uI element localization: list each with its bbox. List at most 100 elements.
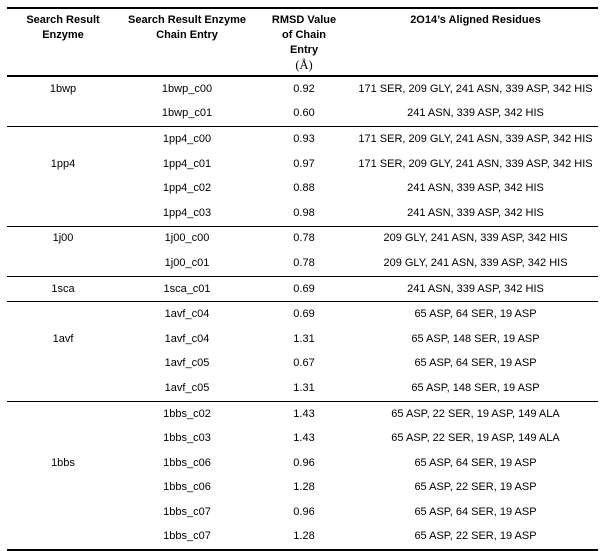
enzyme-cell: 1sca (51, 282, 75, 295)
residues-cell: 171 SER, 209 GLY, 241 ASN, 339 ASP, 342 … (358, 82, 593, 95)
chain-entry-cell: 1j00_c00 (164, 232, 210, 245)
rmsd-cell: 0.96 (293, 456, 315, 469)
residues-cell: 65 ASP, 64 SER, 19 ASP (414, 308, 537, 321)
enzyme-cell (7, 102, 119, 127)
chain-entry-cell: 1bbs_c06 (163, 481, 211, 494)
residues-cell: 209 GLY, 241 ASN, 339 ASP, 342 HIS (383, 256, 568, 269)
residues-cell: 241 ASN, 339 ASP, 342 HIS (407, 107, 544, 120)
table-row: 1pp4 1pp4_c01 0.97 171 SER, 209 GLY, 241 AS… (7, 152, 598, 177)
table-row: 1avf_c05 1.31 65 ASP, 148 SER, 19 ASP (7, 376, 598, 401)
table-row: 1bbs_c07 1.28 65 ASP, 22 SER, 19 ASP (7, 525, 598, 551)
col-header-aligned-residues: 2O14’s Aligned Residues (353, 8, 598, 76)
rmsd-cell: 0.78 (293, 232, 315, 245)
header-line: Enzyme (42, 29, 84, 41)
rmsd-cell: 1.31 (293, 332, 315, 345)
table-row: 1pp4_c00 0.93 171 SER, 209 GLY, 241 ASN, 3… (7, 127, 598, 152)
residues-cell: 65 ASP, 148 SER, 19 ASP (411, 381, 540, 394)
table-row: 1pp4_c03 0.98 241 ASN, 339 ASP, 342 HIS (7, 201, 598, 226)
residues-cell: 65 ASP, 64 SER, 19 ASP (414, 456, 537, 469)
rmsd-cell: 0.92 (293, 82, 315, 95)
rmsd-cell: 0.78 (293, 256, 315, 269)
rmsd-cell: 0.88 (293, 182, 315, 195)
table-header: Search Result Enzyme Search Result Enzym… (7, 8, 598, 76)
chain-entry-cell: 1pp4_c03 (162, 206, 212, 219)
enzyme-group-1sca: 1sca 1sca_c01 0.69 241 ASN, 339 ASP, 342 HI… (7, 276, 598, 302)
residues-cell: 65 ASP, 22 SER, 19 ASP, 149 ALA (391, 432, 560, 445)
table-row: 1bbs 1bbs_c06 0.96 65 ASP, 64 SER, 19 ASP (7, 451, 598, 476)
results-table-container: Search Result Enzyme Search Result Enzym… (7, 7, 598, 551)
table-row: 1bbs_c03 1.43 65 ASP, 22 SER, 19 ASP, 149 … (7, 426, 598, 451)
enzyme-cell: 1j00 (52, 232, 74, 245)
chain-entry-cell: 1bbs_c06 (163, 456, 211, 469)
residues-cell: 65 ASP, 64 SER, 19 ASP (414, 357, 537, 370)
results-table: Search Result Enzyme Search Result Enzym… (7, 7, 598, 551)
residues-cell: 209 GLY, 241 ASN, 339 ASP, 342 HIS (383, 232, 568, 245)
rmsd-cell: 0.69 (293, 308, 315, 321)
table-row: 1bbs_c07 0.96 65 ASP, 64 SER, 19 ASP (7, 500, 598, 525)
chain-entry-cell: 1avf_c04 (164, 308, 210, 321)
chain-entry-cell: 1avf_c05 (164, 357, 210, 370)
enzyme-group-1bwp: 1bwp 1bwp_c00 0.92 171 SER, 209 GLY, 241 AS… (7, 76, 598, 127)
table-row: 1j00_c01 0.78 209 GLY, 241 ASN, 339 ASP, 3… (7, 251, 598, 276)
residues-cell: 65 ASP, 148 SER, 19 ASP (411, 332, 540, 345)
table-row: 1bwp 1bwp_c00 0.92 171 SER, 209 GLY, 241 AS… (7, 76, 598, 102)
header-line: Entry (289, 44, 319, 56)
chain-entry-cell: 1j00_c01 (164, 256, 210, 269)
rmsd-cell: 1.28 (293, 530, 315, 543)
residues-cell: 241 ASN, 339 ASP, 342 HIS (407, 182, 544, 195)
rmsd-cell: 0.98 (293, 206, 315, 219)
enzyme-cell: 1pp4 (50, 157, 76, 170)
enzyme-cell (7, 525, 119, 551)
residues-cell: 241 ASN, 339 ASP, 342 HIS (407, 282, 544, 295)
enzyme-cell (7, 127, 119, 152)
table-row: 1avf 1avf_c04 1.31 65 ASP, 148 SER, 19 ASP (7, 327, 598, 352)
chain-entry-cell: 1bbs_c07 (163, 530, 211, 543)
residues-cell: 65 ASP, 22 SER, 19 ASP, 149 ALA (391, 407, 560, 420)
enzyme-group-1avf: 1avf_c04 0.69 65 ASP, 64 SER, 19 ASP 1avf 1a… (7, 302, 598, 402)
enzyme-cell (7, 376, 119, 401)
rmsd-cell: 1.43 (293, 432, 315, 445)
rmsd-cell: 1.43 (293, 407, 315, 420)
header-row: Search Result Enzyme Search Result Enzym… (7, 8, 598, 76)
table-row: 1bwp_c01 0.60 241 ASN, 339 ASP, 342 HIS (7, 102, 598, 127)
table-row: 1bbs_c06 1.28 65 ASP, 22 SER, 19 ASP (7, 476, 598, 501)
chain-entry-cell: 1bbs_c07 (163, 505, 211, 518)
rmsd-cell: 0.96 (293, 505, 315, 518)
residues-cell: 65 ASP, 22 SER, 19 ASP (414, 481, 537, 494)
chain-entry-cell: 1sca_c01 (163, 282, 211, 295)
enzyme-group-1j00: 1j00 1j00_c00 0.78 209 GLY, 241 ASN, 339 AS… (7, 226, 598, 277)
residues-cell: 171 SER, 209 GLY, 241 ASN, 339 ASP, 342 … (358, 132, 593, 145)
chain-entry-cell: 1avf_c05 (164, 381, 210, 394)
chain-entry-cell: 1bbs_c03 (163, 432, 211, 445)
rmsd-cell: 0.97 (293, 157, 315, 170)
header-line: Search Result Enzyme (128, 14, 246, 26)
header-line: Search Result (26, 14, 100, 26)
enzyme-group-1pp4: 1pp4_c00 0.93 171 SER, 209 GLY, 241 ASN, 3… (7, 127, 598, 227)
col-header-rmsd-value: RMSD Value of Chain Entry (Å) (255, 8, 353, 76)
rmsd-cell: 0.67 (293, 357, 315, 370)
enzyme-cell (7, 201, 119, 226)
enzyme-cell (7, 176, 119, 201)
table-row: 1pp4_c02 0.88 241 ASN, 339 ASP, 342 HIS (7, 176, 598, 201)
chain-entry-cell: 1pp4_c00 (162, 132, 212, 145)
header-line: 2O14’s Aligned Residues (410, 14, 541, 26)
header-line: RMSD Value (271, 14, 337, 26)
rmsd-cell: 1.31 (293, 381, 315, 394)
enzyme-group-1bbs: 1bbs_c02 1.43 65 ASP, 22 SER, 19 ASP, 149 … (7, 401, 598, 551)
header-line: Chain Entry (156, 29, 218, 41)
residues-cell: 171 SER, 209 GLY, 241 ASN, 339 ASP, 342 … (358, 157, 593, 170)
enzyme-cell (7, 251, 119, 276)
enzyme-cell: 1bwp (49, 82, 77, 95)
col-header-chain-entry: Search Result Enzyme Chain Entry (119, 8, 255, 76)
residues-cell: 241 ASN, 339 ASP, 342 HIS (407, 206, 544, 219)
col-header-search-result-enzyme: Search Result Enzyme (7, 8, 119, 76)
chain-entry-cell: 1bwp_c01 (161, 107, 213, 120)
rmsd-cell: 0.69 (293, 282, 315, 295)
table-row: 1avf_c04 0.69 65 ASP, 64 SER, 19 ASP (7, 302, 598, 327)
enzyme-cell (7, 401, 119, 426)
table-row: 1j00 1j00_c00 0.78 209 GLY, 241 ASN, 339 AS… (7, 226, 598, 251)
chain-entry-cell: 1bbs_c02 (163, 407, 211, 420)
enzyme-cell (7, 426, 119, 451)
enzyme-cell: 1avf (52, 332, 74, 345)
